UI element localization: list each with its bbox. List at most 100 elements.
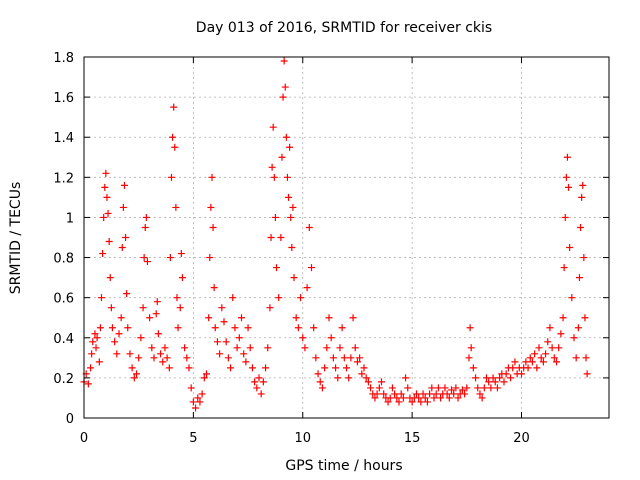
data-point [209, 223, 217, 231]
data-point [287, 213, 295, 221]
data-point [113, 350, 121, 358]
data-point [99, 250, 107, 258]
data-point [489, 374, 497, 382]
data-point [472, 374, 480, 382]
data-point [142, 213, 150, 221]
data-point [84, 380, 92, 388]
data-point [402, 374, 410, 382]
data-point [434, 384, 442, 392]
data-point [437, 394, 445, 402]
x-tick-label: 20 [513, 431, 530, 446]
data-point [487, 384, 495, 392]
data-point [269, 123, 277, 131]
data-point [126, 350, 134, 358]
tick-labels-layer: 0 0.2 0.4 0.6 0.8 1 1.2 1.4 1.6 1.8 0 5 10 15 20 [53, 51, 529, 446]
data-point [137, 334, 145, 342]
y-tick-label: 1 [66, 211, 74, 226]
y-tick-label: 1.6 [53, 91, 74, 106]
data-point [100, 213, 108, 221]
data-point [235, 334, 243, 342]
data-point [305, 223, 313, 231]
data-point [421, 394, 429, 402]
data-point [87, 364, 95, 372]
data-point [273, 264, 280, 272]
data-point [544, 338, 552, 346]
ticks-layer [83, 56, 609, 419]
data-point [231, 324, 239, 332]
data-point [347, 354, 355, 362]
data-point [312, 354, 320, 362]
data-point [575, 274, 583, 282]
data-point [325, 314, 333, 322]
data-point [524, 364, 532, 372]
data-point [96, 324, 104, 332]
data-point [432, 390, 440, 398]
data-point [159, 358, 167, 366]
data-point [216, 350, 224, 358]
data-point [550, 354, 558, 362]
data-point [289, 203, 297, 211]
data-point [103, 193, 111, 201]
data-point [419, 390, 427, 398]
data-point [165, 364, 173, 372]
data-point [415, 394, 423, 402]
data-point [458, 386, 466, 394]
y-tick-label: 0.4 [53, 332, 74, 347]
data-point [321, 364, 329, 372]
y-tick-label: 0.6 [53, 292, 74, 307]
data-point [417, 398, 425, 406]
x-tick-label: 5 [189, 431, 197, 446]
data-point [443, 390, 451, 398]
data-point [187, 384, 195, 392]
data-point [500, 378, 508, 386]
data-point [563, 153, 571, 161]
y-tick-label: 0.2 [53, 372, 74, 387]
data-point [518, 370, 525, 378]
data-point [553, 358, 560, 366]
data-point [395, 398, 403, 406]
data-point [397, 390, 405, 398]
data-point [356, 354, 364, 362]
data-point [491, 378, 499, 386]
data-point [580, 254, 588, 262]
data-point [166, 254, 174, 262]
x-tick-label: 15 [404, 431, 421, 446]
data-point [572, 354, 580, 362]
data-point [555, 344, 563, 352]
data-point [314, 370, 322, 378]
data-point [461, 390, 469, 398]
data-point [177, 250, 185, 258]
data-point [574, 324, 582, 332]
data-point [581, 314, 589, 322]
data-point [139, 304, 147, 312]
data-point [548, 344, 556, 352]
data-point [169, 133, 177, 141]
data-point [465, 354, 473, 362]
data-point [360, 364, 368, 372]
data-point [522, 358, 530, 366]
data-point [207, 203, 215, 211]
data-point [122, 234, 130, 241]
data-point [485, 378, 493, 386]
data-point [111, 338, 119, 346]
data-point [384, 398, 392, 406]
x-axis-label: GPS time / hours [285, 458, 402, 474]
data-point [185, 364, 193, 372]
data-point [176, 304, 184, 312]
data-point [178, 274, 186, 282]
data-point [95, 358, 103, 366]
data-point [559, 314, 567, 322]
data-point [244, 324, 252, 332]
data-point [566, 244, 574, 252]
data-point [133, 370, 140, 378]
data-point [493, 384, 501, 392]
data-point [345, 374, 353, 382]
data-point [248, 364, 256, 372]
data-point [292, 314, 300, 322]
data-point [117, 314, 125, 322]
data-point [189, 398, 197, 406]
data-point [280, 57, 288, 65]
data-point [266, 304, 274, 312]
data-point [299, 334, 307, 342]
data-point [128, 364, 136, 372]
